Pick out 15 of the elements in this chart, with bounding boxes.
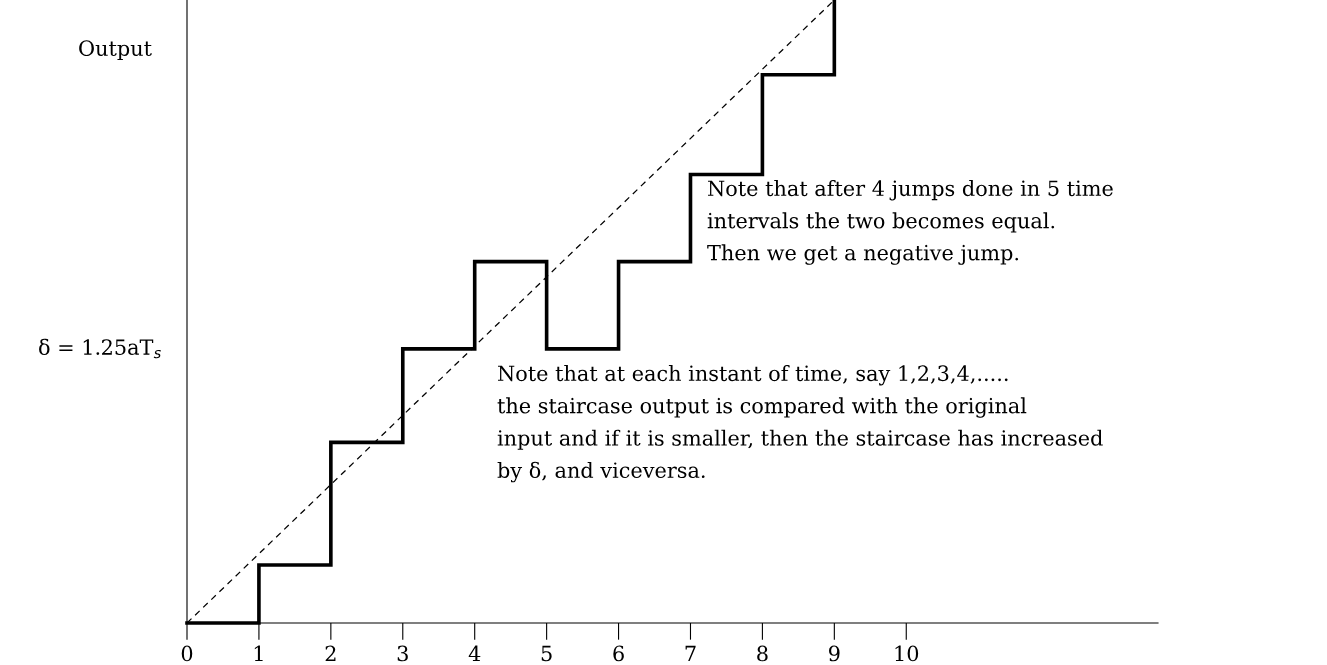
x-tick-label: 9: [829, 645, 840, 662]
x-tick-label: 0: [181, 645, 193, 662]
x-tick-label: 8: [757, 645, 768, 662]
text: δ = 1.25aT$_{s}$: [39, 338, 161, 359]
annotation: Note that after 4 jumps done in 5 time intervals the two becomes equal. Then we get a negative jump.: [707, 180, 1113, 265]
x-tick-label: 6: [613, 645, 624, 662]
x-tick-label: 1: [254, 645, 263, 662]
x-tick-label: 5: [541, 645, 552, 662]
annotation: Note that at each instant of time, say 1,2,3,4,..... the staircase output is compared with the original input and if it is smaller, then the staircase has increased by δ, and viceversa.: [497, 365, 1103, 483]
x-tick-label: 7: [685, 645, 696, 662]
x-tick-label: 2: [325, 645, 336, 662]
y-axis-title: Output: [79, 40, 152, 61]
x-tick-label: 4: [468, 645, 481, 662]
x-tick-label: 10: [895, 645, 919, 662]
x-tick-label: 3: [397, 645, 408, 662]
